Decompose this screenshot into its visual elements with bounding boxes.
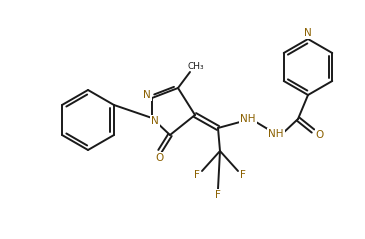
Text: F: F xyxy=(215,190,221,200)
Text: O: O xyxy=(155,153,163,163)
Text: NH: NH xyxy=(268,129,284,139)
Text: O: O xyxy=(316,130,324,140)
Text: N: N xyxy=(304,28,312,38)
Text: CH₃: CH₃ xyxy=(188,61,204,71)
Text: F: F xyxy=(240,170,246,180)
Text: N: N xyxy=(143,90,151,100)
Text: F: F xyxy=(194,170,200,180)
Text: NH: NH xyxy=(240,114,256,124)
Text: N: N xyxy=(151,116,159,126)
